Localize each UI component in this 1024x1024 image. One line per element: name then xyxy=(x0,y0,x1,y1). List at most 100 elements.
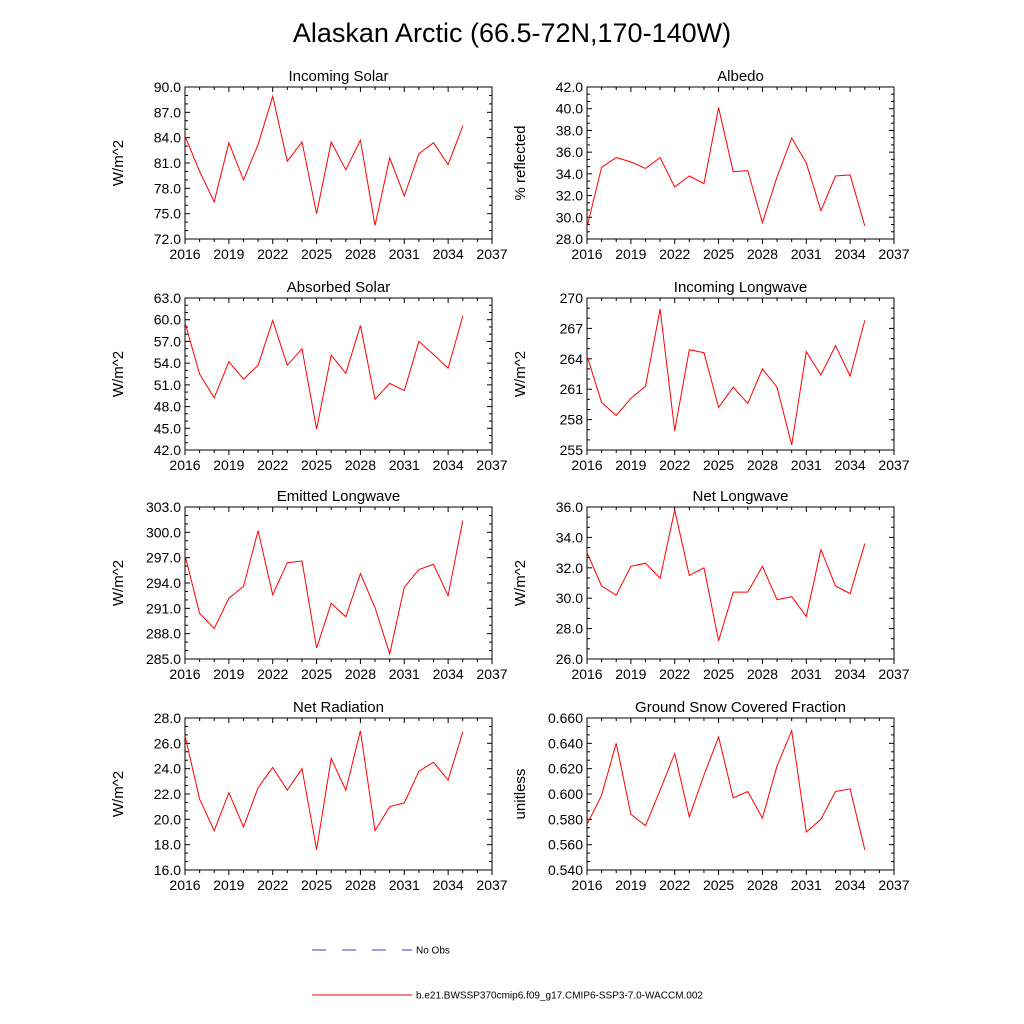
panel-albedo-ytick-label: 40.0 xyxy=(556,101,583,117)
panel-albedo-xtick-label: 2031 xyxy=(791,246,822,262)
panel-absorbed-solar-ytick-label: 60.0 xyxy=(154,312,181,328)
panel-albedo-xtick-label: 2034 xyxy=(835,246,866,262)
panel-absorbed-solar-xtick-label: 2031 xyxy=(389,457,420,473)
panel-net-radiation-ylabel: W/m^2 xyxy=(110,771,127,817)
panel-ground-snow-covered-fraction-ytick-label: 0.640 xyxy=(548,735,583,751)
panel-absorbed-solar-title: Absorbed Solar xyxy=(287,279,390,296)
panel-ground-snow-covered-fraction-xtick-label: 2025 xyxy=(703,877,734,893)
panel-incoming-solar-ytick-label: 90.0 xyxy=(154,79,181,95)
panel-albedo-ylabel: % reflected xyxy=(512,125,529,200)
panel-incoming-solar: Incoming Solar W/m^2 72.0 75.0 78.0 81.0 84.0 8… xyxy=(110,68,508,262)
panel-albedo-ytick-label: 30.0 xyxy=(556,209,583,225)
panel-net-radiation-ytick-label: 22.0 xyxy=(154,786,181,802)
panel-incoming-solar-ytick-label: 72.0 xyxy=(154,231,181,247)
panel-absorbed-solar-ytick-label: 42.0 xyxy=(154,442,181,458)
panel-net-radiation-ytick-label: 26.0 xyxy=(154,735,181,751)
panel-emitted-longwave-xtick-label: 2034 xyxy=(433,666,464,682)
panel-incoming-longwave-ytick-label: 270 xyxy=(560,290,584,306)
panel-ground-snow-covered-fraction-series-line xyxy=(586,728,866,850)
panel-net-longwave-xtick-label: 2019 xyxy=(615,666,646,682)
panel-ground-snow-covered-fraction-ytick-label: 0.620 xyxy=(548,761,583,777)
panel-absorbed-solar-xtick-label: 2028 xyxy=(345,457,376,473)
panel-albedo-xtick-label: 2025 xyxy=(703,246,734,262)
panel-incoming-longwave-xtick-label: 2022 xyxy=(659,457,690,473)
panel-ground-snow-covered-fraction-xtick-label: 2037 xyxy=(878,877,909,893)
panel-emitted-longwave-ytick-label: 288.0 xyxy=(146,626,181,642)
panel-absorbed-solar-xtick-label: 2037 xyxy=(476,457,507,473)
panel-absorbed-solar-xtick-label: 2016 xyxy=(169,457,200,473)
panel-albedo-ytick-label: 38.0 xyxy=(556,122,583,138)
panel-ground-snow-covered-fraction-xtick-label: 2031 xyxy=(791,877,822,893)
panel-ground-snow-covered-fraction-ylabel: unitless xyxy=(512,769,529,820)
panel-emitted-longwave-xtick-label: 2031 xyxy=(389,666,420,682)
panel-emitted-longwave-series-line xyxy=(184,520,464,656)
panel-absorbed-solar-ytick-label: 63.0 xyxy=(154,290,181,306)
panel-ground-snow-covered-fraction-title: Ground Snow Covered Fraction xyxy=(635,699,846,716)
panel-emitted-longwave-ytick-label: 297.0 xyxy=(146,550,181,566)
panel-net-longwave-ytick-label: 34.0 xyxy=(556,529,583,545)
panel-net-longwave-xtick-label: 2025 xyxy=(703,666,734,682)
panel-ground-snow-covered-fraction-xtick-label: 2028 xyxy=(747,877,778,893)
panel-emitted-longwave-xtick-label: 2019 xyxy=(213,666,244,682)
panel-net-radiation-frame xyxy=(184,717,493,871)
panel-net-radiation-xtick-label: 2028 xyxy=(345,877,376,893)
panel-emitted-longwave-xtick-label: 2016 xyxy=(169,666,200,682)
panel-net-radiation-title: Net Radiation xyxy=(293,699,384,716)
panel-net-longwave-xtick-label: 2031 xyxy=(791,666,822,682)
panel-ground-snow-covered-fraction-ytick-label: 0.580 xyxy=(548,811,583,827)
panel-incoming-solar-xtick-label: 2025 xyxy=(301,246,332,262)
panel-incoming-longwave-xtick-label: 2034 xyxy=(835,457,866,473)
panel-albedo-title: Albedo xyxy=(717,68,764,85)
panel-absorbed-solar-xtick-label: 2022 xyxy=(257,457,288,473)
panel-emitted-longwave-ytick-label: 294.0 xyxy=(146,575,181,591)
panel-emitted-longwave: Emitted Longwave W/m^2 285.0 288.0 291.0 294.… xyxy=(110,488,508,682)
panel-emitted-longwave-xtick-label: 2022 xyxy=(257,666,288,682)
panel-incoming-longwave-title: Incoming Longwave xyxy=(674,279,807,296)
panel-incoming-solar-ylabel: W/m^2 xyxy=(110,140,127,186)
panel-net-longwave: Net Longwave W/m^2 26.0 28.0 30.0 32.0 34.0 36.… xyxy=(512,488,910,682)
panel-incoming-solar-ytick-label: 75.0 xyxy=(154,206,181,222)
panel-absorbed-solar-xtick-label: 2034 xyxy=(433,457,464,473)
panel-net-radiation-series-line xyxy=(184,730,464,850)
panel-incoming-solar-ytick-label: 87.0 xyxy=(154,104,181,120)
legend-obs-label: No Obs xyxy=(416,946,450,957)
panel-net-longwave-xtick-label: 2034 xyxy=(835,666,866,682)
panel-incoming-solar-xtick-label: 2031 xyxy=(389,246,420,262)
panel-net-longwave-xtick-label: 2037 xyxy=(878,666,909,682)
panel-absorbed-solar-ylabel: W/m^2 xyxy=(110,351,127,397)
panel-incoming-longwave-xtick-label: 2019 xyxy=(615,457,646,473)
panel-albedo-xtick-label: 2019 xyxy=(615,246,646,262)
panel-net-radiation-xtick-label: 2016 xyxy=(169,877,200,893)
panel-emitted-longwave-xtick-label: 2037 xyxy=(476,666,507,682)
panel-incoming-longwave-xtick-label: 2025 xyxy=(703,457,734,473)
panel-albedo-series-line xyxy=(586,107,866,228)
panel-ground-snow-covered-fraction-xtick-label: 2034 xyxy=(835,877,866,893)
panel-absorbed-solar-frame xyxy=(184,297,493,451)
panel-incoming-solar-xtick-label: 2019 xyxy=(213,246,244,262)
panel-net-radiation-ytick-label: 24.0 xyxy=(154,761,181,777)
panel-ground-snow-covered-fraction-frame xyxy=(586,717,895,871)
panel-ground-snow-covered-fraction-ytick-label: 0.540 xyxy=(548,862,583,878)
panels: Incoming Solar W/m^2 72.0 75.0 78.0 81.0 84.0 8… xyxy=(110,68,910,893)
panel-incoming-solar-xtick-label: 2022 xyxy=(257,246,288,262)
panel-net-radiation-xtick-label: 2025 xyxy=(301,877,332,893)
panel-emitted-longwave-ytick-label: 285.0 xyxy=(146,651,181,667)
panel-net-radiation-ytick-label: 16.0 xyxy=(154,862,181,878)
panel-incoming-longwave-xtick-label: 2028 xyxy=(747,457,778,473)
panel-albedo-xtick-label: 2037 xyxy=(878,246,909,262)
panel-ground-snow-covered-fraction-ytick-label: 0.560 xyxy=(548,837,583,853)
panel-absorbed-solar-ytick-label: 45.0 xyxy=(154,420,181,436)
panel-incoming-longwave-ytick-label: 267 xyxy=(560,320,584,336)
panel-emitted-longwave-xtick-label: 2025 xyxy=(301,666,332,682)
panel-absorbed-solar-series-line xyxy=(184,315,464,430)
panel-incoming-solar-frame xyxy=(184,86,493,240)
panel-ground-snow-covered-fraction: Ground Snow Covered Fraction unitless 0.54… xyxy=(512,699,910,893)
panel-emitted-longwave-xtick-label: 2028 xyxy=(345,666,376,682)
panel-net-longwave-xtick-label: 2016 xyxy=(571,666,602,682)
panel-albedo-xtick-label: 2028 xyxy=(747,246,778,262)
panel-albedo-ytick-label: 42.0 xyxy=(556,79,583,95)
panel-incoming-longwave-xtick-label: 2037 xyxy=(878,457,909,473)
panel-incoming-solar-xtick-label: 2037 xyxy=(476,246,507,262)
panel-incoming-solar-ytick-label: 84.0 xyxy=(154,130,181,146)
